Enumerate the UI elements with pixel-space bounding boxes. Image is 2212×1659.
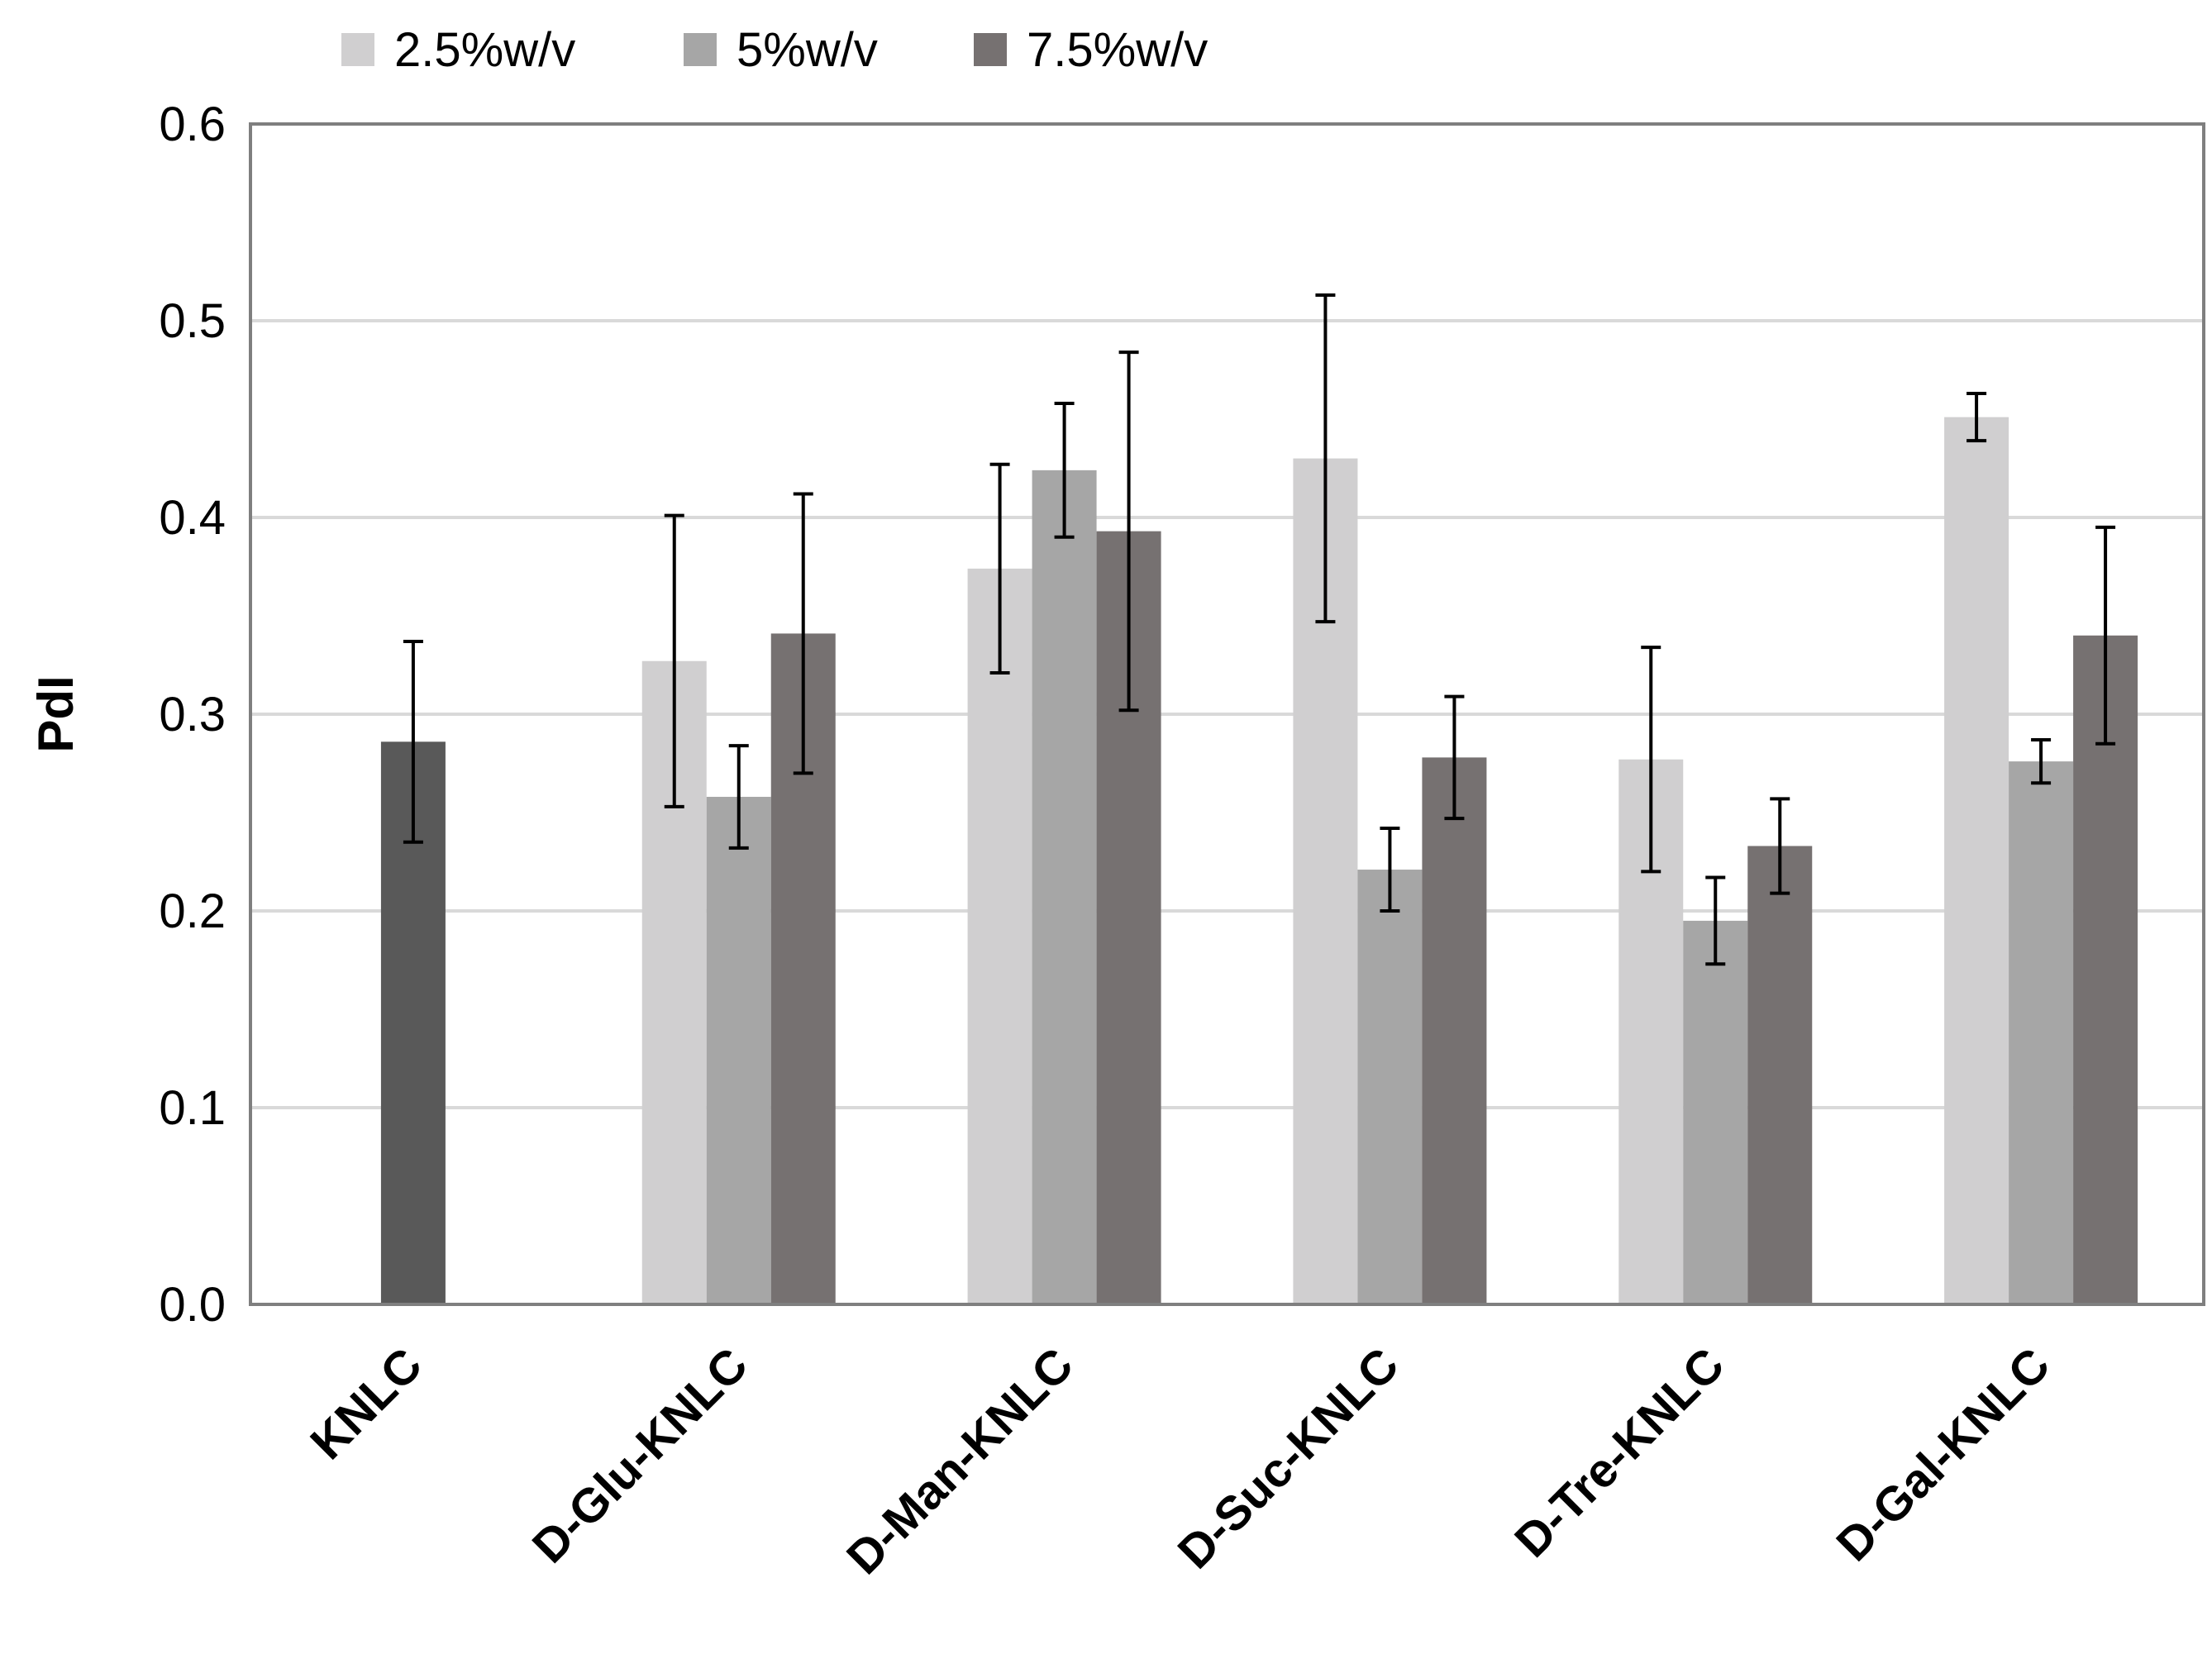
legend-swatch [341, 33, 374, 66]
bar-series-1 [967, 568, 1032, 1304]
legend-label: 5%w/v [737, 23, 878, 77]
legend: 2.5%w/v 5%w/v 7.5%w/v [341, 23, 1208, 77]
gridlines [250, 319, 2204, 1109]
bar-series-2 [1683, 920, 1748, 1304]
legend-label: 7.5%w/v [1027, 23, 1208, 77]
y-tick-label: 0.0 [159, 1278, 226, 1332]
error-bars [403, 293, 2116, 966]
bar-series-2 [706, 796, 771, 1304]
bars [380, 417, 2138, 1304]
y-axis-tick-labels: 0.0 0.1 0.2 0.3 0.4 0.5 0.6 [159, 98, 226, 1332]
y-tick-label: 0.2 [159, 884, 226, 938]
bar-series-3 [1747, 846, 1813, 1304]
bar-series-2 [2009, 761, 2074, 1304]
legend-swatch [684, 33, 717, 66]
bar-series-2 [1357, 870, 1423, 1304]
y-tick-label: 0.5 [159, 294, 226, 348]
bar-series-3 [2073, 635, 2138, 1304]
bar-series-1 [1944, 417, 2009, 1304]
y-tick-label: 0.6 [159, 98, 226, 151]
y-axis-title: PdI [28, 675, 83, 752]
bar-series-3 [1422, 757, 1487, 1304]
legend-swatch [974, 33, 1007, 66]
y-tick-label: 0.3 [159, 688, 226, 741]
y-tick-label: 0.1 [159, 1081, 226, 1135]
legend-label: 2.5%w/v [394, 23, 575, 77]
y-tick-label: 0.4 [159, 491, 226, 545]
bar-series-2 [1032, 470, 1097, 1304]
plot-area-border [249, 122, 2205, 1306]
